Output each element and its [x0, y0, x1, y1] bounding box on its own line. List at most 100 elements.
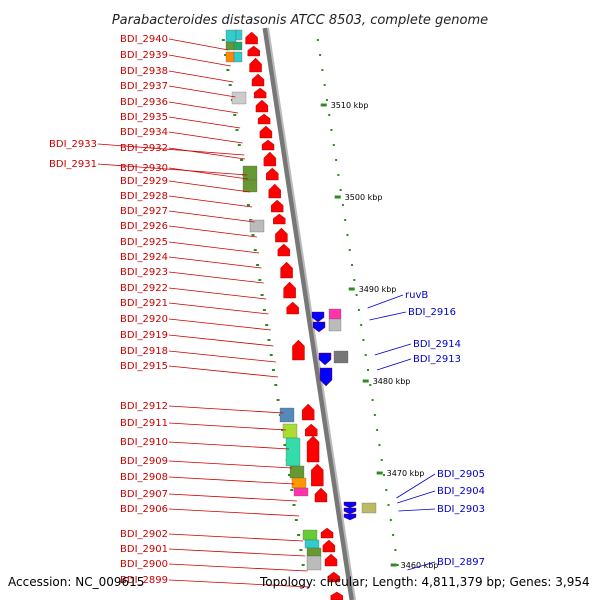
gene-label-bdi-2915[interactable]: BDI_2915: [120, 361, 168, 372]
gene-arrow: [257, 113, 271, 125]
gene-block: [306, 547, 322, 557]
leader-line: [398, 508, 436, 512]
leader-line: [168, 147, 245, 160]
gene-label-bdi-2901[interactable]: BDI_2901: [120, 544, 168, 555]
gene-label-bdi-2912[interactable]: BDI_2912: [120, 401, 168, 412]
leader-line: [168, 563, 308, 572]
gene-label-bdi-2916[interactable]: BDI_2916: [408, 307, 456, 318]
gene-label-bdi-2934[interactable]: BDI_2934: [120, 127, 168, 138]
gene-label-ruvb[interactable]: ruvB: [405, 290, 428, 301]
gene-label-bdi-2921[interactable]: BDI_2921: [120, 298, 168, 309]
gene-label-bdi-2918[interactable]: BDI_2918: [120, 346, 168, 357]
gene-block: [328, 308, 342, 320]
gene-arrow: [247, 45, 260, 57]
gene-arrow: [261, 139, 275, 151]
kbp-label: 3500 kbp: [345, 193, 383, 202]
gene-arrow: [343, 507, 357, 515]
gene-label-bdi-2910[interactable]: BDI_2910: [120, 437, 168, 448]
leader-line: [168, 476, 295, 485]
gene-arrow: [275, 227, 288, 243]
gene-label-bdi-2899[interactable]: BDI_2899: [120, 575, 168, 586]
leader-line: [407, 561, 436, 571]
position-ticks: [221, 39, 399, 566]
gene-arrow: [277, 243, 291, 257]
gene-label-bdi-2913[interactable]: BDI_2913: [413, 354, 461, 365]
gene-arrow: [311, 311, 325, 323]
gene-arrow: [280, 261, 293, 279]
gene-arrow: [245, 31, 258, 45]
kbp-markers: 3510 kbp 3500 kbp 3490 kbp 3480 kbp 3470 kbp…: [320, 101, 439, 570]
gene-label-bdi-2911[interactable]: BDI_2911: [120, 418, 168, 429]
gene-label-bdi-2919[interactable]: BDI_2919: [120, 330, 168, 341]
gene-label-bdi-2903[interactable]: BDI_2903: [437, 504, 485, 515]
gene-arrow: [259, 125, 273, 139]
leader-line: [168, 167, 249, 180]
gene-label-bdi-2940[interactable]: BDI_2940: [120, 34, 168, 45]
right-leader-lines: [367, 294, 436, 571]
gene-label-bdi-2928[interactable]: BDI_2928: [120, 191, 168, 202]
gene-label-bdi-2933[interactable]: BDI_2933: [49, 139, 97, 150]
gene-label-bdi-2939[interactable]: BDI_2939: [120, 50, 168, 61]
gene-block: [302, 529, 318, 541]
gene-label-bdi-2930[interactable]: BDI_2930: [120, 163, 168, 174]
gene-label-bdi-2897[interactable]: BDI_2897: [437, 557, 485, 568]
gene-arrow: [286, 301, 299, 315]
gene-block: [235, 29, 243, 41]
gene-block: [233, 51, 243, 63]
gene-label-bdi-2924[interactable]: BDI_2924: [120, 252, 168, 263]
gene-label-bdi-2909[interactable]: BDI_2909: [120, 456, 168, 467]
gene-label-bdi-2904[interactable]: BDI_2904: [437, 486, 485, 497]
gene-arrow: [343, 501, 357, 509]
leader-line: [168, 460, 292, 469]
gene-block: [306, 555, 322, 571]
gene-label-bdi-2935[interactable]: BDI_2935: [120, 112, 168, 123]
gene-label-bdi-2922[interactable]: BDI_2922: [120, 283, 168, 294]
gene-arrow: [343, 513, 357, 521]
gene-block: [293, 487, 309, 497]
leader-line: [168, 195, 253, 208]
left-gene-labels: BDI_2940 BDI_2939 BDI_2938 BDI_2937 BDI_2936…: [49, 34, 168, 586]
gene-arrow: [305, 423, 318, 437]
gene-label-bdi-2920[interactable]: BDI_2920: [120, 314, 168, 325]
gene-label-bdi-2908[interactable]: BDI_2908: [120, 472, 168, 483]
kbp-label: 3460 kbp: [401, 561, 439, 570]
gene-label-bdi-2938[interactable]: BDI_2938: [120, 66, 168, 77]
gene-block: [233, 41, 243, 51]
gene-label-bdi-2937[interactable]: BDI_2937: [120, 81, 168, 92]
gene-label-bdi-2931[interactable]: BDI_2931: [49, 159, 97, 170]
gene-label-bdi-2926[interactable]: BDI_2926: [120, 221, 168, 232]
leader-line: [168, 422, 287, 431]
gene-label-bdi-2936[interactable]: BDI_2936: [120, 97, 168, 108]
gene-label-bdi-2905[interactable]: BDI_2905: [437, 469, 485, 480]
gene-arrow: [253, 87, 267, 99]
gene-label-bdi-2900[interactable]: BDI_2900: [120, 559, 168, 570]
right-gene-labels: ruvB BDI_2916 BDI_2914 BDI_2913 BDI_2905 BDI_…: [405, 290, 485, 568]
leader-line: [168, 85, 236, 98]
leader-line: [367, 294, 404, 309]
gene-label-bdi-2902[interactable]: BDI_2902: [120, 529, 168, 540]
gene-label-bdi-2925[interactable]: BDI_2925: [120, 237, 168, 248]
gene-label-bdi-2927[interactable]: BDI_2927: [120, 206, 168, 217]
gene-block: [225, 51, 235, 63]
gene-arrow: [314, 487, 328, 503]
gene-label-bdi-2923[interactable]: BDI_2923: [120, 267, 168, 278]
gene-label-bdi-2932[interactable]: BDI_2932: [120, 143, 168, 154]
gene-label-bdi-2929[interactable]: BDI_2929: [120, 176, 168, 187]
leader-line: [168, 241, 260, 254]
leader-line: [168, 54, 231, 67]
leader-line: [168, 256, 262, 269]
leader-line: [168, 225, 257, 238]
gene-arrow: [292, 339, 305, 361]
gene-label-bdi-2907[interactable]: BDI_2907: [120, 489, 168, 500]
gene-block: [282, 423, 298, 439]
gene-block: [328, 318, 342, 332]
gene-arrow: [266, 167, 279, 181]
gene-block: [225, 41, 235, 51]
accession-text: Accession: NC_009615: [8, 575, 144, 589]
leader-line: [376, 358, 412, 371]
gene-arrow: [249, 57, 262, 73]
gene-label-bdi-2914[interactable]: BDI_2914: [413, 339, 461, 350]
gene-label-bdi-2906[interactable]: BDI_2906: [120, 504, 168, 515]
gene-arrow: [273, 213, 286, 225]
